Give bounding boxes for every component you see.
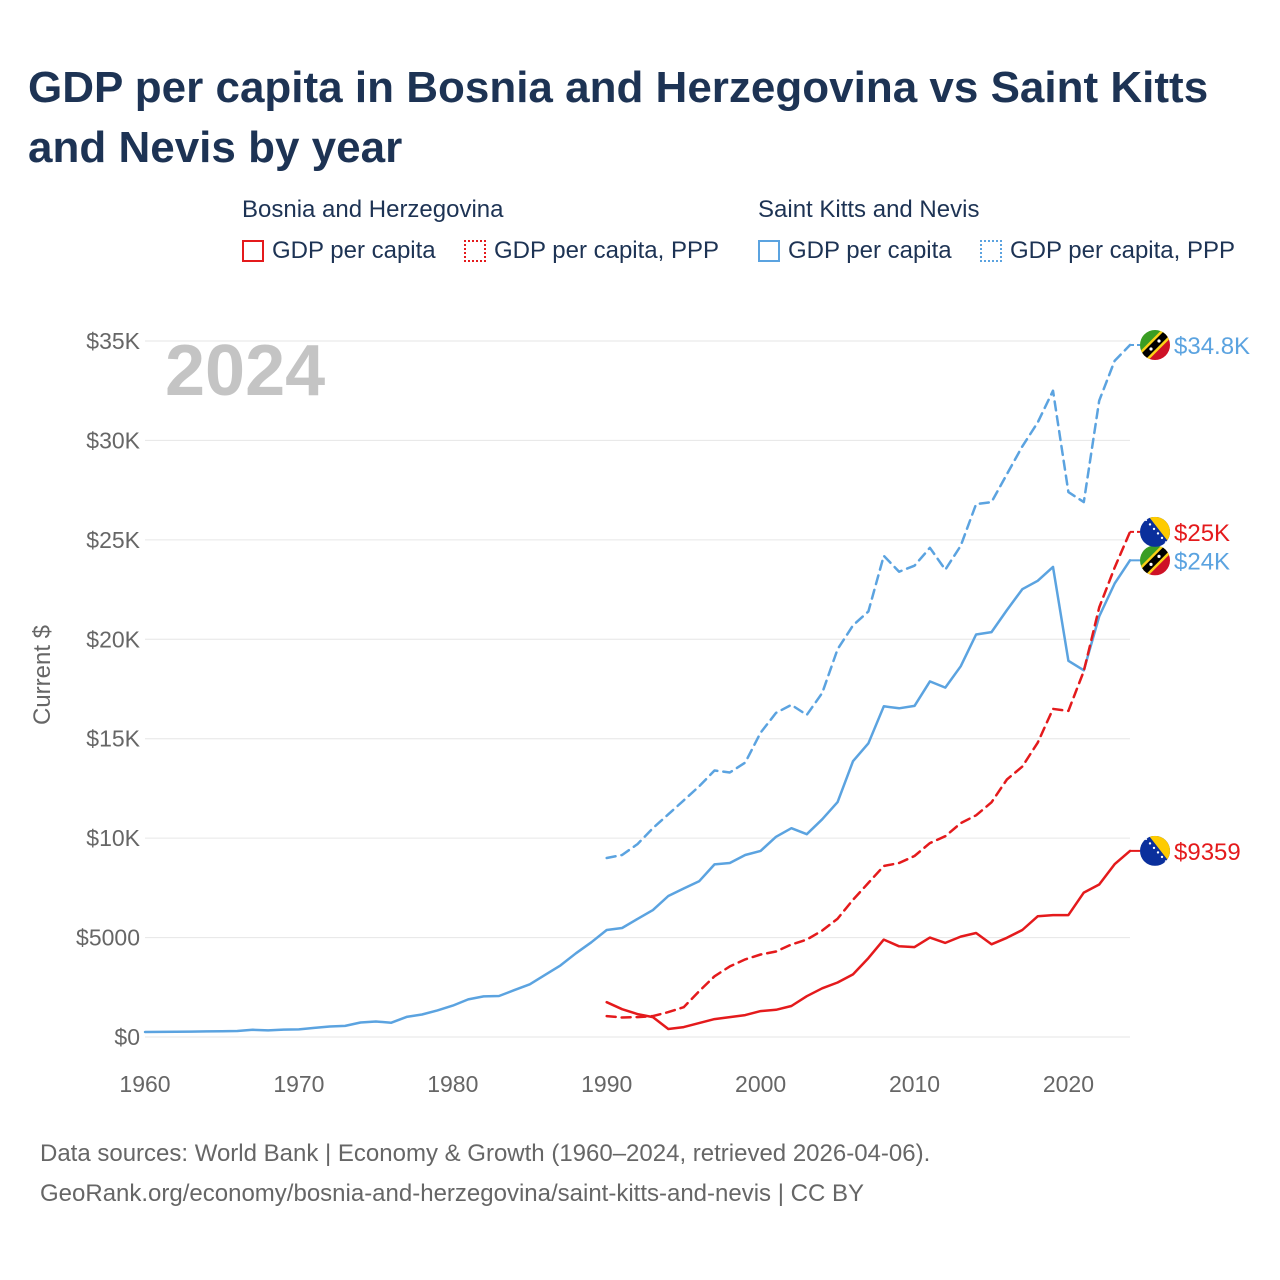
x-tick-label: 2020 <box>1043 1071 1094 1097</box>
legend-swatch-solid-red <box>242 240 264 262</box>
x-axis-ticks: 1960 1970 1980 1990 2000 2010 2020 <box>119 1071 1094 1097</box>
saint-kitts-flag-icon <box>1140 329 1170 360</box>
y-tick-label: $15K <box>86 726 140 752</box>
x-tick-label: 2010 <box>889 1071 940 1097</box>
y-tick-label: $20K <box>86 626 140 652</box>
x-tick-label: 1970 <box>273 1071 324 1097</box>
y-tick-label: $35K <box>86 328 140 354</box>
legend-item-bosnia-gdp-ppp[interactable]: GDP per capita, PPP <box>464 237 719 265</box>
bosnia-flag-icon <box>1140 835 1170 866</box>
legend-swatch-solid-blue <box>758 240 780 262</box>
series-line[interactable] <box>605 530 1132 1019</box>
legend-label: GDP per capita, PPP <box>494 237 719 264</box>
y-axis-label: Current $ <box>29 625 56 725</box>
bosnia-flag-icon <box>1140 516 1170 547</box>
legend-swatch-dotted-red <box>464 240 486 262</box>
x-tick-label: 1990 <box>581 1071 632 1097</box>
series-line[interactable] <box>143 559 1132 1034</box>
y-tick-label: $30K <box>86 427 140 453</box>
end-value-label: $25K <box>1174 520 1230 547</box>
series-end-markers: $34.8K $24K$25K $9359 <box>1130 329 1250 866</box>
end-value-label: $34.8K <box>1174 333 1250 360</box>
series-line[interactable] <box>605 343 1132 860</box>
y-tick-label: $5000 <box>76 925 140 951</box>
footer-url[interactable]: GeoRank.org/economy/bosnia-and-herzegovi… <box>40 1180 864 1207</box>
saint-kitts-flag-icon <box>1140 545 1170 576</box>
x-tick-label: 2000 <box>735 1071 786 1097</box>
legend-item-skn-gdp-ppp[interactable]: GDP per capita, PPP <box>980 237 1235 265</box>
end-value-label: $24K <box>1174 548 1230 575</box>
end-value-label: $9359 <box>1174 839 1241 866</box>
legend-group-saint-kitts: Saint Kitts and Nevis <box>758 196 980 223</box>
y-axis-ticks: $0 $5000 $10K $15K $20K $25K $30K $35K <box>76 328 141 1050</box>
x-tick-label: 1960 <box>119 1071 170 1097</box>
y-tick-label: $10K <box>86 825 140 851</box>
legend-group-bosnia: Bosnia and Herzegovina <box>242 196 504 223</box>
series-lines <box>143 343 1132 1034</box>
footer-sources: Data sources: World Bank | Economy & Gro… <box>40 1140 931 1167</box>
legend-item-bosnia-gdp[interactable]: GDP per capita <box>242 237 436 265</box>
chart-title: GDP per capita in Bosnia and Herzegovina… <box>28 63 1209 172</box>
legend-label: GDP per capita, PPP <box>1010 237 1235 264</box>
legend-swatch-dotted-blue <box>980 240 1002 262</box>
legend-item-skn-gdp[interactable]: GDP per capita <box>758 237 952 265</box>
legend-label: GDP per capita <box>788 237 952 264</box>
grid-lines <box>145 340 1130 1038</box>
series-line[interactable] <box>605 849 1132 1031</box>
year-watermark: 2024 <box>165 331 325 411</box>
legend-label: GDP per capita <box>272 237 436 264</box>
x-tick-label: 1980 <box>427 1071 478 1097</box>
y-tick-label: $25K <box>86 527 140 553</box>
y-tick-label: $0 <box>114 1024 140 1050</box>
